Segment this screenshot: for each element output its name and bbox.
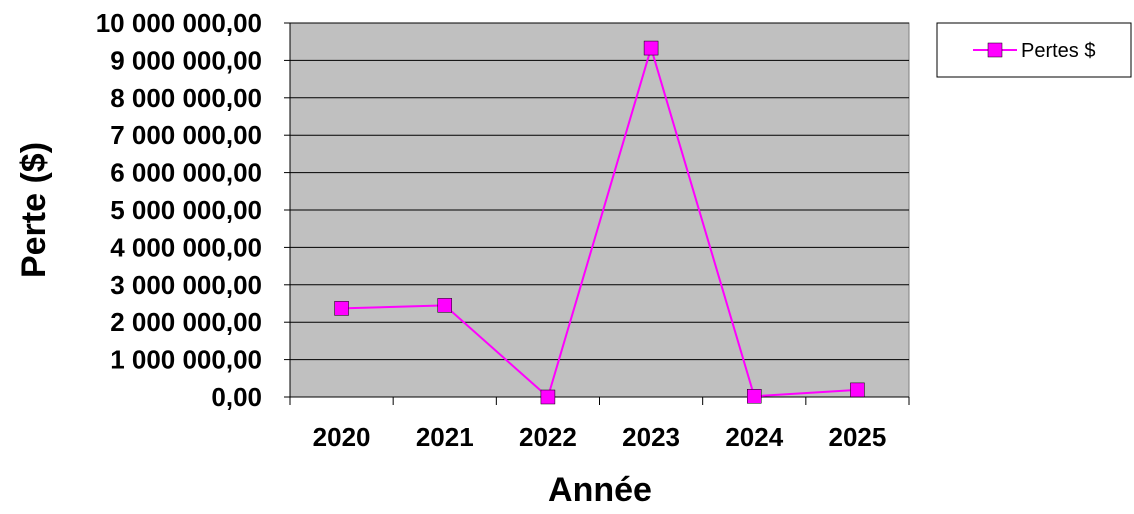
legend: Pertes $ bbox=[936, 22, 1132, 78]
data-point-marker bbox=[747, 389, 762, 404]
x-tick-label: 2020 bbox=[313, 422, 371, 452]
y-tick-label: 9 000 000,00 bbox=[110, 45, 262, 75]
x-tick-labels: 2020 2021 2022 2023 2024 2025 bbox=[313, 422, 887, 452]
y-tick-labels: 0,00 1 000 000,00 2 000 000,00 3 000 000,00… bbox=[96, 8, 262, 412]
legend-marker-sample bbox=[987, 42, 1003, 58]
y-tick-label: 8 000 000,00 bbox=[110, 83, 262, 113]
data-point-marker bbox=[643, 40, 659, 56]
x-tick-label: 2024 bbox=[725, 422, 783, 452]
y-tick-label: 2 000 000,00 bbox=[110, 307, 262, 337]
axes bbox=[284, 22, 910, 405]
series-lines bbox=[334, 40, 865, 405]
x-tick-label: 2022 bbox=[519, 422, 577, 452]
x-axis-title: Année bbox=[548, 471, 652, 509]
y-tick-label: 3 000 000,00 bbox=[110, 270, 262, 300]
data-point-marker bbox=[850, 382, 865, 398]
y-tick-label: 6 000 000,00 bbox=[110, 158, 262, 188]
y-tick-label: 5 000 000,00 bbox=[110, 195, 262, 225]
legend-box bbox=[936, 22, 1132, 78]
y-axis-title: Perte ($) bbox=[15, 142, 53, 278]
y-tick-label: 4 000 000,00 bbox=[110, 232, 262, 262]
series-line bbox=[341, 44, 858, 399]
y-tick-label: 1 000 000,00 bbox=[110, 345, 262, 375]
x-tick-label: 2025 bbox=[828, 422, 886, 452]
y-tick-label: 0,00 bbox=[211, 382, 262, 412]
y-tick-label: 7 000 000,00 bbox=[110, 120, 262, 150]
x-tick-label: 2023 bbox=[622, 422, 680, 452]
data-point-marker bbox=[334, 301, 349, 316]
y-tick-label: 10 000 000,00 bbox=[96, 8, 262, 38]
data-point-marker bbox=[437, 298, 452, 313]
data-point-marker bbox=[540, 389, 556, 405]
legend-label: Pertes $ bbox=[1021, 40, 1095, 62]
x-tick-label: 2021 bbox=[416, 422, 474, 452]
